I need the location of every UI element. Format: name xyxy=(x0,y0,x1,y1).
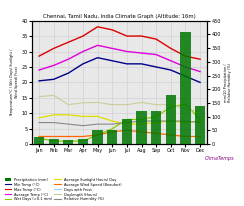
Bar xyxy=(63,140,73,144)
Y-axis label: Temperature/°C / Wet Days/ Sunlight /
Wind Speed/ Frost: Temperature/°C / Wet Days/ Sunlight / Wi… xyxy=(10,49,19,116)
Bar xyxy=(195,106,205,144)
Bar xyxy=(166,95,176,144)
Bar xyxy=(122,119,132,144)
Bar xyxy=(34,137,44,144)
Bar xyxy=(78,139,88,144)
Legend: Precipitation (mm), Min Temp (°C), Max Temp (°C), Average Temp (°C), Wet Days (>: Precipitation (mm), Min Temp (°C), Max T… xyxy=(4,177,122,202)
Y-axis label: mm/10 Precipitation /
Relative Humidity (%): mm/10 Precipitation / Relative Humidity … xyxy=(224,63,232,102)
Text: ClimaTemps: ClimaTemps xyxy=(205,156,234,161)
Bar xyxy=(92,130,103,144)
Bar xyxy=(107,130,117,144)
Bar xyxy=(180,32,191,144)
Bar xyxy=(151,111,161,144)
Bar xyxy=(49,139,59,144)
Bar xyxy=(136,111,147,144)
Title: Chennai, Tamil Nadu, India Climate Graph (Altitude: 16m): Chennai, Tamil Nadu, India Climate Graph… xyxy=(43,14,196,19)
